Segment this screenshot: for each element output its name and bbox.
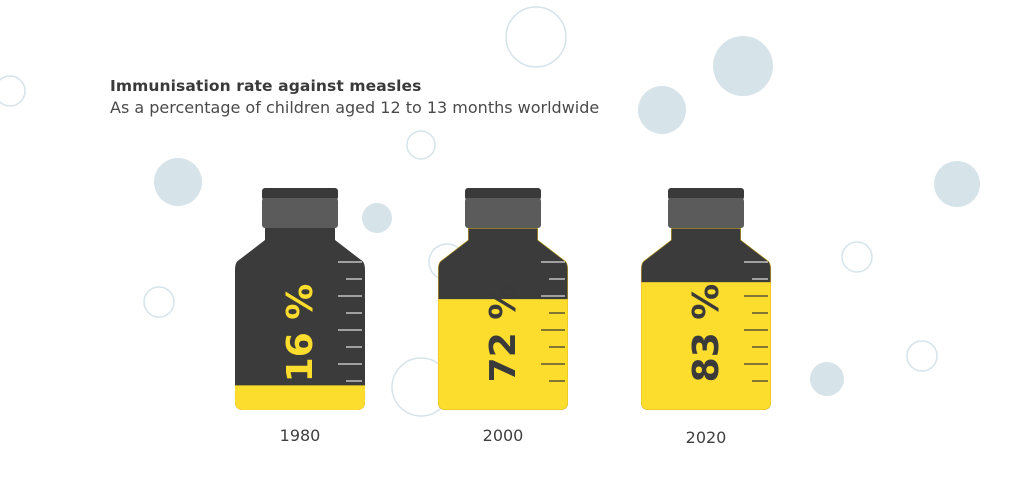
- bubble-3: [406, 130, 436, 160]
- bar: [641, 282, 771, 410]
- bar: [438, 299, 568, 410]
- cap: [262, 198, 338, 228]
- bar: [235, 385, 365, 410]
- cap: [668, 198, 744, 228]
- bottle-bars: 16 % 1980 72 % 2000 83 % 2020: [235, 188, 771, 447]
- bubble-9: [143, 286, 175, 318]
- bubble-2: [638, 86, 686, 134]
- cap-top: [465, 188, 541, 200]
- bottle-2020: 83 % 2020: [641, 188, 771, 447]
- chart-subtitle: As a percentage of children aged 12 to 1…: [110, 98, 600, 117]
- bar-outline: [641, 228, 771, 410]
- bubble-11: [810, 362, 844, 396]
- cap: [465, 198, 541, 228]
- bubble-1: [713, 36, 773, 96]
- data-label: 72 %: [483, 284, 524, 383]
- category-label: 1980: [280, 426, 321, 445]
- bubble-0: [505, 6, 567, 68]
- bubble-5: [362, 203, 392, 233]
- bottle-2000: 72 % 2000: [438, 188, 568, 445]
- bubble-8: [841, 241, 873, 273]
- category-label: 2000: [483, 426, 524, 445]
- category-label: 2020: [686, 428, 727, 447]
- chart-title: Immunisation rate against measles: [110, 77, 422, 95]
- bubble-4: [154, 158, 202, 206]
- bubble-10: [906, 340, 938, 372]
- data-label: 83 %: [686, 284, 727, 383]
- bar-outline: [438, 228, 568, 410]
- cap-top: [668, 188, 744, 200]
- data-label: 16 %: [280, 284, 321, 383]
- bubble-7: [934, 161, 980, 207]
- cap-top: [262, 188, 338, 200]
- bubble-6: [0, 75, 26, 107]
- bottle-body: [235, 228, 365, 410]
- bottle-1980: 16 % 1980: [235, 188, 365, 445]
